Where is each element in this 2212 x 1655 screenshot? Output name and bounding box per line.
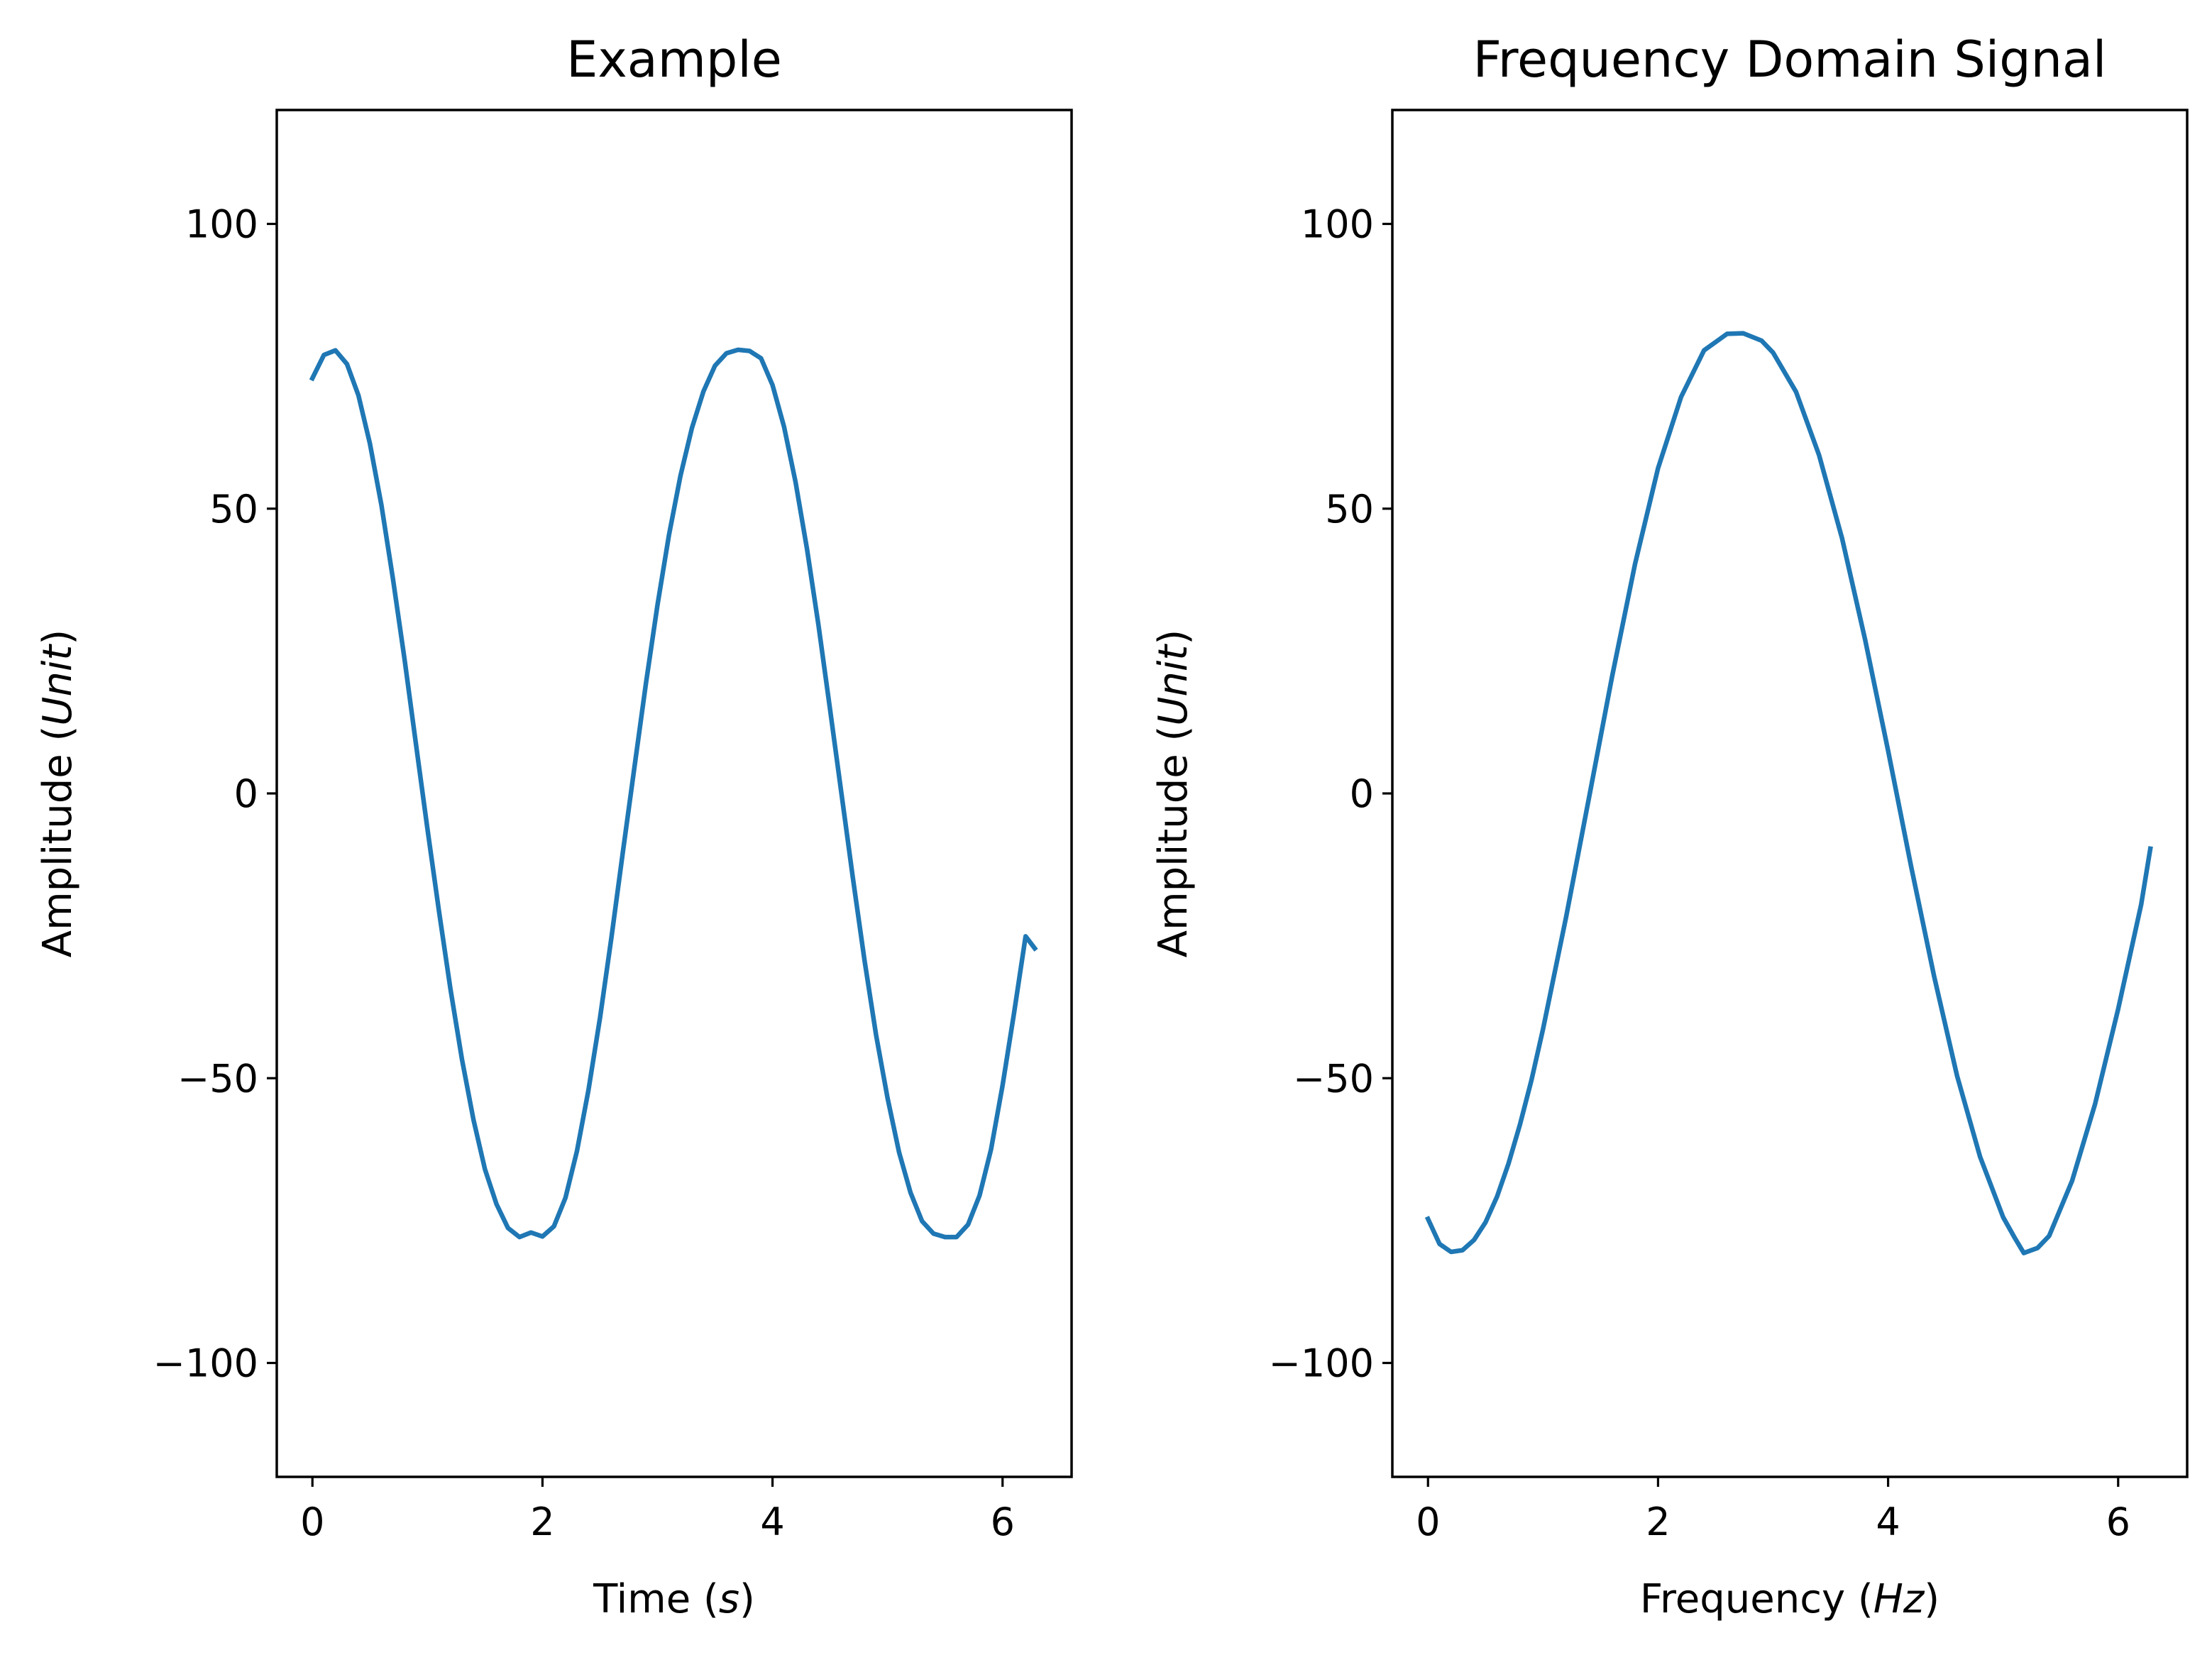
frequency-domain-xtick-label: 6 [2106,1500,2130,1544]
frequency-domain-ytick-label: 100 [1301,202,1374,247]
frequency-domain-xtick-label: 4 [1876,1500,1900,1544]
frequency-domain-ytick-label: 50 [1325,487,1374,532]
time-domain-ytick-label: −50 [177,1056,258,1101]
time-domain-plot-frame [275,109,1073,1478]
time-domain-ticks: 0 2 4 6 −100 −50 0 50 100 [153,202,1015,1545]
frequency-domain-ytick-label: −100 [1269,1341,1374,1386]
time-domain-ytick-label: −100 [153,1341,258,1386]
time-domain-ytick-label: 0 [234,771,258,816]
time-domain-xtick-label: 4 [760,1500,784,1544]
time-domain-xtick-label: 6 [991,1500,1015,1544]
time-domain-xlabel: Time (s) [593,1576,755,1622]
time-domain-xtick-label: 0 [300,1500,324,1544]
frequency-domain-plot-frame [1391,109,2189,1478]
frequency-domain-panel: Frequency Domain Signal Frequency (Hz) A… [1150,31,2189,1622]
time-domain-ylabel: Amplitude (Unit) [35,629,81,957]
frequency-domain-xtick-label: 2 [1646,1500,1670,1544]
time-domain-panel: Example Time (s) Amplitude (Unit) 0 2 4 6 −1… [35,31,1073,1622]
time-domain-series-line [309,347,1038,1240]
frequency-domain-ylabel: Amplitude (Unit) [1150,629,1196,957]
frequency-domain-ytick-label: 0 [1350,771,1374,816]
time-domain-title: Example [566,31,782,89]
time-domain-ytick-label: 50 [209,487,258,532]
time-domain-ytick-label: 100 [185,202,258,247]
frequency-domain-ticks: 0 2 4 6 −100 −50 0 50 100 [1269,202,2130,1545]
frequency-domain-xtick-label: 0 [1416,1500,1440,1544]
time-domain-xtick-label: 2 [530,1500,554,1544]
frequency-domain-ytick-label: −50 [1293,1056,1374,1101]
frequency-domain-xlabel: Frequency (Hz) [1640,1576,1939,1622]
frequency-domain-series-line [1424,331,2153,1255]
frequency-domain-title: Frequency Domain Signal [1473,31,2107,89]
